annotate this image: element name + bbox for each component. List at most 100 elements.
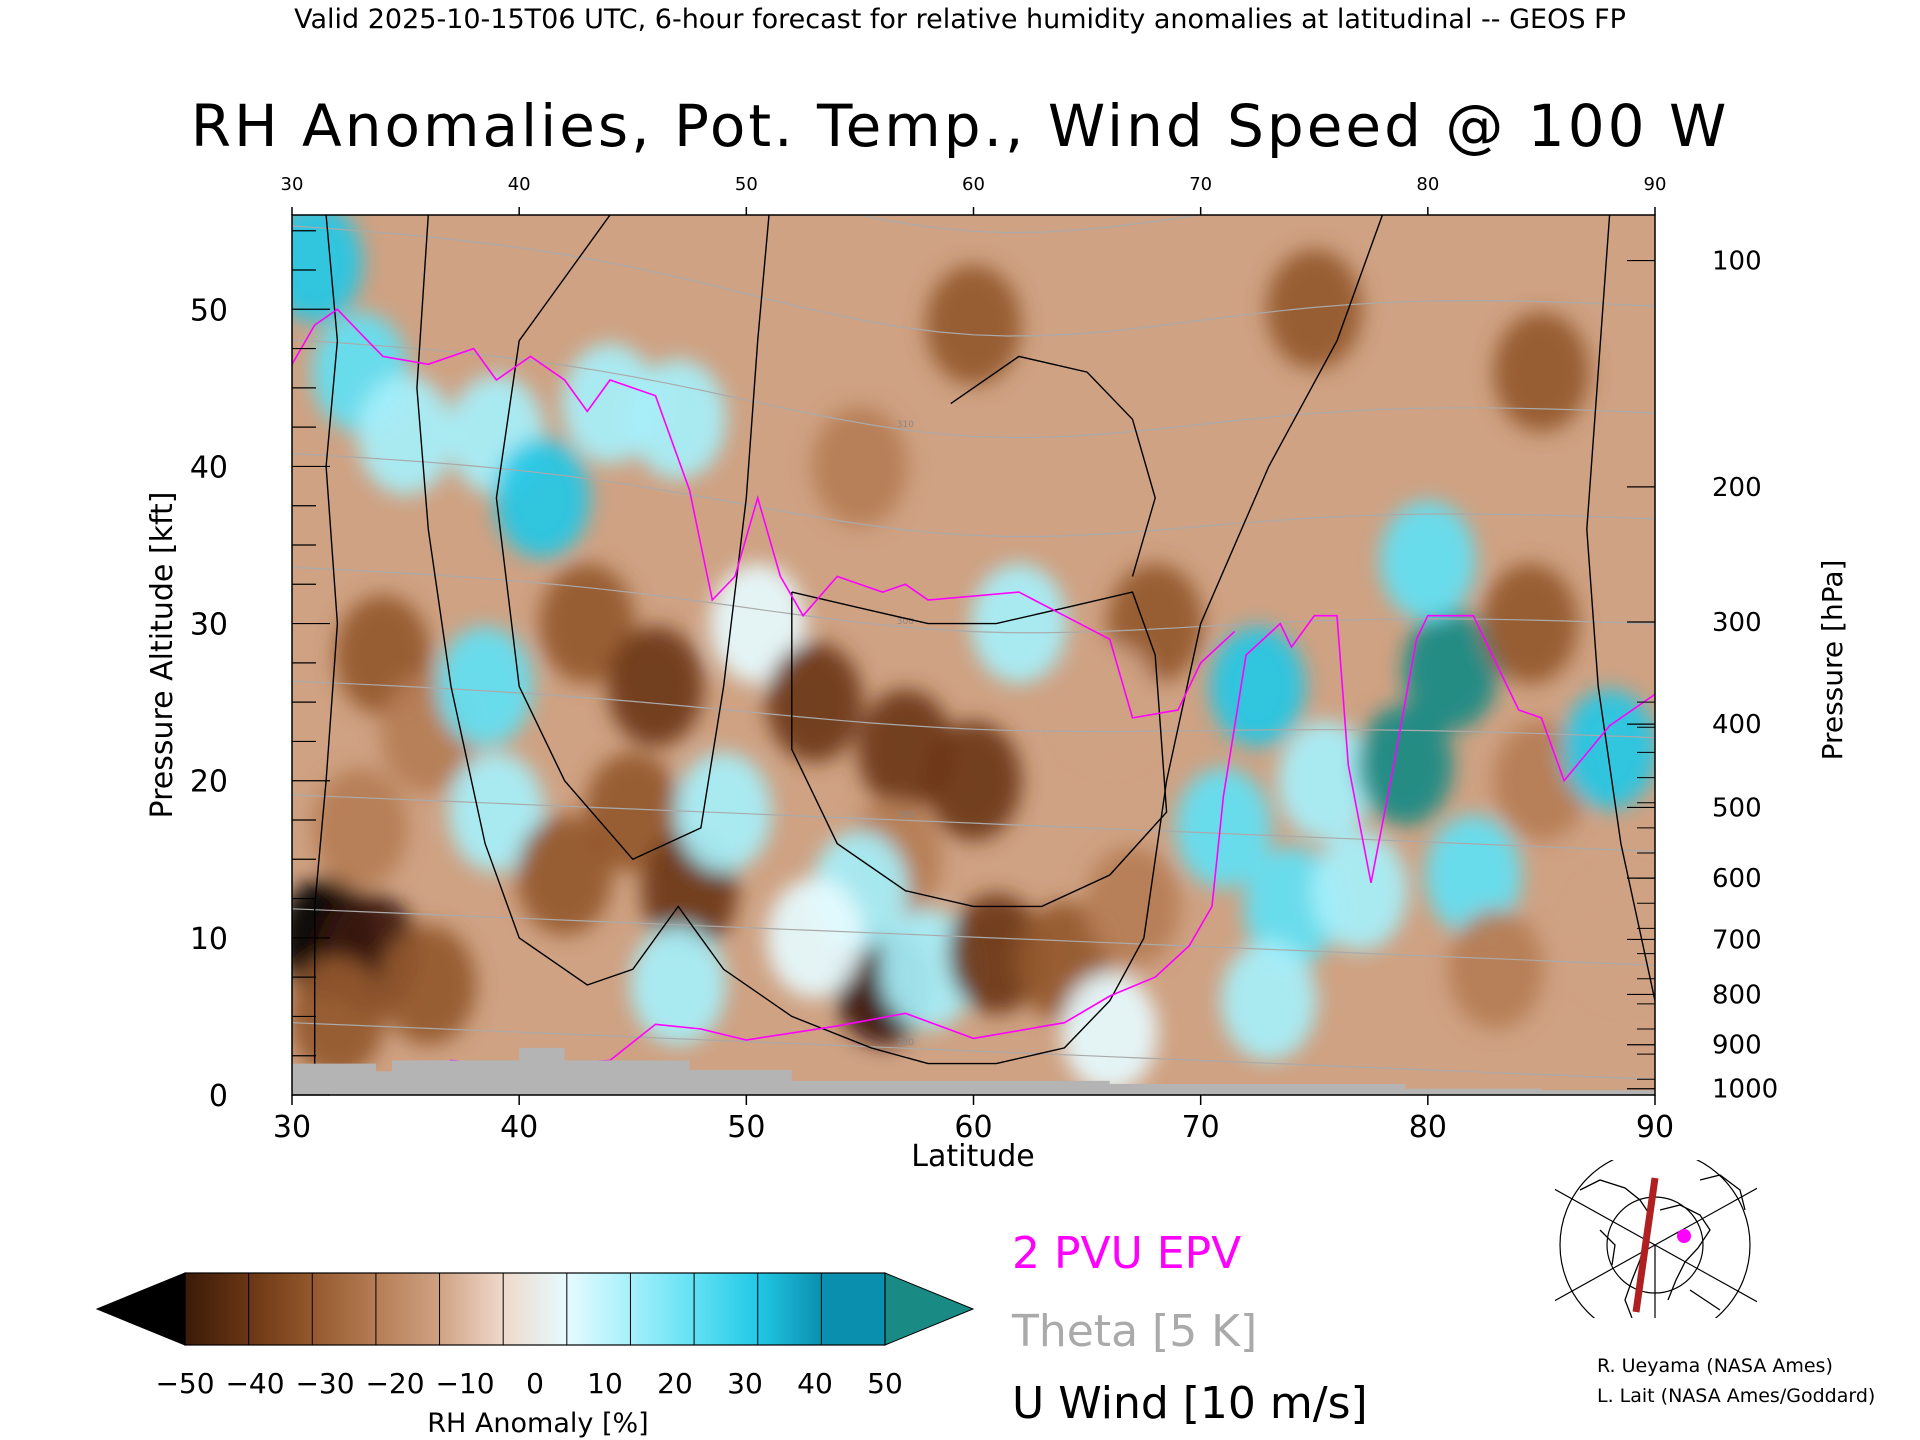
rh-blob-9 bbox=[357, 375, 454, 495]
colorbar-tick--10: −10 bbox=[435, 1367, 494, 1400]
topography bbox=[292, 1047, 1655, 1095]
rh-blob-16 bbox=[539, 563, 636, 684]
rh-blob-34 bbox=[1084, 846, 1181, 967]
colorbar-tick-20: 20 bbox=[657, 1367, 693, 1400]
section-line bbox=[1632, 1177, 1659, 1313]
colorbar-segment-5 bbox=[503, 1273, 567, 1345]
rh-blob-44 bbox=[1402, 610, 1499, 731]
y-tick-label-10: 10 bbox=[190, 922, 228, 957]
rh-blob-38 bbox=[1175, 767, 1272, 888]
colorbar-segment-8 bbox=[694, 1273, 758, 1345]
x-tick-label-60: 60 bbox=[954, 1110, 992, 1145]
rh-blob-13 bbox=[630, 359, 727, 480]
colorbar-tick--30: −30 bbox=[295, 1367, 354, 1400]
plot-area: 280290300310330350360370380390400410420 bbox=[291, 214, 1656, 1096]
top-tick-label-60: 60 bbox=[962, 174, 985, 195]
chart-title: RH Anomalies, Pot. Temp., Wind Speed @ 1… bbox=[191, 92, 1730, 160]
rh-blob-41 bbox=[1277, 720, 1374, 841]
x-tick-label-80: 80 bbox=[1409, 1110, 1447, 1145]
rh-blob-47 bbox=[1448, 909, 1544, 1030]
rh-blob-57 bbox=[811, 406, 908, 527]
isentrope-label-280: 280 bbox=[897, 1038, 914, 1048]
top-tick-label-90: 90 bbox=[1644, 174, 1667, 195]
isentrope-295 bbox=[292, 680, 1655, 739]
pressure-tick-label-700: 700 bbox=[1712, 925, 1762, 955]
locator-map bbox=[1555, 1160, 1757, 1318]
x-tick-label-40: 40 bbox=[500, 1110, 538, 1145]
pressure-axis-label: Pressure [hPa] bbox=[1816, 560, 1849, 761]
epv-line-lower bbox=[416, 614, 1655, 1076]
top-tick-label-30: 30 bbox=[281, 174, 304, 195]
colorbar-tick-0: 0 bbox=[526, 1367, 544, 1400]
top-tick-label-50: 50 bbox=[735, 174, 758, 195]
rh-blob-26 bbox=[925, 720, 1022, 841]
rh-blob-14 bbox=[437, 626, 534, 747]
isentrope-285 bbox=[292, 908, 1655, 966]
pressure-tick-label-500: 500 bbox=[1712, 793, 1762, 823]
uwind-contour-3 bbox=[950, 355, 1156, 577]
pressure-tick-label-200: 200 bbox=[1712, 473, 1762, 503]
colorbar-frame bbox=[184, 1272, 886, 1346]
isentrope-label-310: 310 bbox=[897, 420, 914, 430]
epv-2pvu-contours bbox=[292, 308, 1655, 1076]
colorbar-label: RH Anomaly [%] bbox=[427, 1408, 648, 1439]
rh-blob-39 bbox=[1209, 626, 1306, 747]
uwind-zero-line-right bbox=[1586, 215, 1655, 1001]
rh-blob-6 bbox=[312, 767, 409, 888]
colorbar-tick--20: −20 bbox=[365, 1367, 424, 1400]
y-tick-label-40: 40 bbox=[190, 450, 228, 485]
rh-blob-42 bbox=[1311, 830, 1408, 951]
rh-blob-23 bbox=[709, 563, 806, 684]
isentrope-label-290: 290 bbox=[897, 810, 914, 820]
y-tick-label-50: 50 bbox=[190, 293, 228, 328]
legend-theta: Theta [5 K] bbox=[1011, 1306, 1257, 1357]
pressure-tick-label-800: 800 bbox=[1712, 980, 1762, 1010]
rh-blob-17 bbox=[607, 626, 704, 747]
rh-blob-43 bbox=[1357, 705, 1454, 825]
colorbar-segment-4 bbox=[439, 1273, 504, 1345]
y-tick-label-30: 30 bbox=[190, 608, 228, 643]
rh-blob-52 bbox=[1220, 940, 1317, 1061]
epv-line-upper bbox=[292, 308, 1236, 719]
rh-blob-56 bbox=[1493, 312, 1590, 433]
rh-blob-22 bbox=[630, 925, 727, 1045]
top-tick-label-80: 80 bbox=[1416, 174, 1439, 195]
colorbar-segment-7 bbox=[630, 1273, 695, 1345]
colorbar-low-arrow bbox=[95, 1272, 186, 1346]
uwind-contour-0 bbox=[416, 215, 1384, 1065]
top-tick-label-70: 70 bbox=[1189, 174, 1212, 195]
top-tick-label-40: 40 bbox=[508, 174, 531, 195]
rh-blob-37 bbox=[1061, 642, 1158, 763]
rh-blob-3 bbox=[380, 925, 477, 1045]
colorbar-tick--40: −40 bbox=[225, 1367, 284, 1400]
pressure-tick-label-300: 300 bbox=[1712, 608, 1762, 638]
isentrope-320 bbox=[858, 215, 1205, 234]
uwind-contour-2 bbox=[791, 591, 1168, 908]
isentrope-280 bbox=[292, 1022, 1655, 1080]
uwind-zero-line bbox=[314, 215, 339, 1095]
y-axis-label: Pressure Altitude [kft] bbox=[145, 492, 180, 819]
rh-blob-7 bbox=[292, 215, 363, 323]
uwind-contour-1 bbox=[495, 215, 770, 861]
legend-epv: 2 PVU EPV bbox=[1012, 1228, 1241, 1279]
theta-isentropes: 280290300310330350360370380390400410420 bbox=[292, 215, 1655, 1080]
legend-uwind: U Wind [10 m/s] bbox=[1012, 1378, 1368, 1429]
colorbar-segment-6 bbox=[566, 1273, 631, 1345]
u-wind-contours bbox=[314, 215, 1655, 1095]
colorbar-segment-10 bbox=[821, 1273, 885, 1345]
colorbar-tick-10: 10 bbox=[587, 1367, 623, 1400]
colorbar-high-arrow bbox=[884, 1272, 975, 1346]
rh-blob-45 bbox=[1379, 500, 1476, 621]
rh-blob-20 bbox=[516, 815, 613, 935]
colorbar-segment-0 bbox=[185, 1273, 249, 1345]
pressure-tick-label-900: 900 bbox=[1712, 1031, 1762, 1061]
rh-blob-50 bbox=[1561, 689, 1655, 810]
colorbar-segment-2 bbox=[312, 1273, 376, 1345]
isentrope-305 bbox=[292, 453, 1655, 538]
valid-line: Valid 2025-10-15T06 UTC, 6-hour forecast… bbox=[294, 4, 1626, 35]
isentrope-300 bbox=[292, 566, 1655, 634]
rh-blob-21 bbox=[675, 752, 772, 873]
colorbar-segment-9 bbox=[757, 1273, 822, 1345]
x-axis-label: Latitude bbox=[911, 1139, 1034, 1174]
